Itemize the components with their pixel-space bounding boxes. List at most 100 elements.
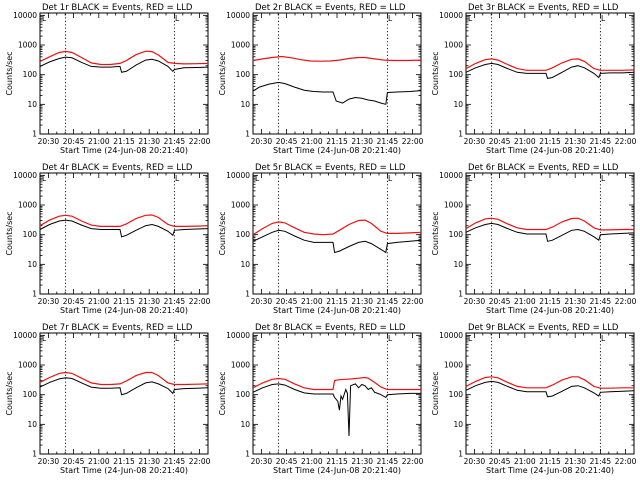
lld-series <box>39 50 209 66</box>
y-tick-label: 1 <box>458 130 463 139</box>
x-tick-label: 20:45 <box>276 297 298 306</box>
x-tick-label: 21:00 <box>301 457 323 466</box>
y-tick-label: 10 <box>453 420 463 429</box>
corner-mark-right: L <box>388 334 393 343</box>
y-axis-label: Counts/sec <box>431 371 440 415</box>
panel-title: Det 6r BLACK = Events, RED = LLD <box>468 163 619 173</box>
y-tick-label: 10000 <box>13 331 37 340</box>
lld-series <box>39 371 209 386</box>
y-tick-label: 10000 <box>439 11 463 20</box>
y-tick-label: 1000 <box>231 201 250 210</box>
corner-mark-left: L <box>255 14 260 23</box>
events-series <box>252 229 422 254</box>
events-series <box>252 383 421 437</box>
events-series <box>39 56 209 73</box>
y-tick-label: 100 <box>449 390 464 399</box>
y-tick-label: 100 <box>23 230 38 239</box>
y-tick-label: 1000 <box>231 41 250 50</box>
y-tick-label: 10 <box>27 260 37 269</box>
x-axis-label: Start Time (24-Jun-08 20:21:40) <box>273 146 401 155</box>
x-tick-label: 21:30 <box>351 297 373 306</box>
panel-det-9: Det 9r BLACK = Events, RED = LLD 1 10 100 10… <box>431 323 637 475</box>
y-tick-label: 100 <box>23 390 38 399</box>
x-tick-label: 20:30 <box>38 297 60 306</box>
y-axis-label: Counts/sec <box>431 211 440 255</box>
y-tick-label: 10000 <box>226 171 250 180</box>
x-tick-label: 21:00 <box>514 457 536 466</box>
corner-mark-left: L <box>468 334 473 343</box>
x-axis-label: Start Time (24-Jun-08 20:21:40) <box>60 466 188 475</box>
y-axis-label: Counts/sec <box>5 211 14 255</box>
y-tick-label: 10000 <box>439 171 463 180</box>
y-tick-label: 1000 <box>231 361 250 370</box>
y-tick-label: 100 <box>23 70 38 79</box>
y-tick-label: 1 <box>458 450 463 459</box>
y-tick-label: 1000 <box>18 41 37 50</box>
panel-det-2: Det 2r BLACK = Events, RED = LLD 1 10 100 10… <box>218 3 424 155</box>
x-tick-label: 21:30 <box>138 297 160 306</box>
x-tick-label: 20:45 <box>63 137 85 146</box>
x-tick-label: 21:30 <box>351 137 373 146</box>
x-tick-label: 21:45 <box>377 457 399 466</box>
x-tick-label: 21:00 <box>301 137 323 146</box>
corner-mark-left: L <box>42 174 47 183</box>
x-tick-label: 21:00 <box>88 137 110 146</box>
y-tick-label: 10000 <box>226 331 250 340</box>
lld-series <box>465 58 635 71</box>
x-tick-label: 21:15 <box>113 137 135 146</box>
x-tick-label: 21:45 <box>590 297 612 306</box>
y-tick-label: 10 <box>27 420 37 429</box>
x-tick-label: 21:15 <box>326 297 348 306</box>
y-axis-label: Counts/sec <box>5 51 14 95</box>
y-tick-label: 10 <box>240 100 250 109</box>
panel-det-6: Det 6r BLACK = Events, RED = LLD 1 10 100 10… <box>431 163 637 315</box>
x-tick-label: 20:45 <box>489 457 511 466</box>
x-axis-label: Start Time (24-Jun-08 20:21:40) <box>60 306 188 315</box>
events-series <box>252 81 422 105</box>
x-tick-label: 21:45 <box>377 137 399 146</box>
x-tick-label: 21:45 <box>164 297 186 306</box>
y-axis-label: Counts/sec <box>218 51 227 95</box>
panel-title: Det 4r BLACK = Events, RED = LLD <box>42 163 193 173</box>
y-tick-label: 100 <box>449 70 464 79</box>
corner-mark-left: L <box>468 14 473 23</box>
corner-mark-right: L <box>175 174 180 183</box>
x-tick-label: 20:45 <box>63 297 85 306</box>
x-tick-label: 21:45 <box>377 297 399 306</box>
panel-title: Det 7r BLACK = Events, RED = LLD <box>42 323 193 333</box>
x-tick-label: 22:00 <box>402 137 424 146</box>
x-tick-label: 20:30 <box>251 457 273 466</box>
y-tick-label: 100 <box>449 230 464 239</box>
y-axis-label: Counts/sec <box>5 371 14 415</box>
y-tick-label: 1000 <box>444 41 463 50</box>
x-tick-label: 21:30 <box>138 457 160 466</box>
y-tick-label: 10 <box>27 100 37 109</box>
y-tick-label: 1000 <box>18 361 37 370</box>
y-tick-label: 1 <box>245 290 250 299</box>
lld-series <box>252 376 421 391</box>
x-tick-label: 20:30 <box>38 457 60 466</box>
x-tick-label: 21:00 <box>514 137 536 146</box>
panel-det-7: Det 7r BLACK = Events, RED = LLD 1 10 100 10… <box>5 323 211 475</box>
y-tick-label: 1 <box>32 290 37 299</box>
events-series <box>39 219 209 238</box>
y-tick-label: 1 <box>245 130 250 139</box>
corner-mark-right: L <box>388 14 393 23</box>
panel-title: Det 3r BLACK = Events, RED = LLD <box>468 3 619 13</box>
x-tick-label: 21:30 <box>351 457 373 466</box>
x-axis-label: Start Time (24-Jun-08 20:21:40) <box>486 306 614 315</box>
corner-mark-right: L <box>175 334 180 343</box>
y-axis-label: Counts/sec <box>218 211 227 255</box>
x-tick-label: 21:15 <box>113 297 135 306</box>
x-tick-label: 21:00 <box>514 297 536 306</box>
corner-mark-right: L <box>601 14 606 23</box>
x-tick-label: 22:00 <box>189 137 211 146</box>
x-tick-label: 20:45 <box>489 297 511 306</box>
y-tick-label: 100 <box>236 230 251 239</box>
x-tick-label: 22:00 <box>189 457 211 466</box>
y-tick-label: 1 <box>32 130 37 139</box>
y-tick-label: 10000 <box>226 11 250 20</box>
x-tick-label: 20:45 <box>276 137 298 146</box>
x-tick-label: 22:00 <box>402 297 424 306</box>
x-tick-label: 22:00 <box>615 457 637 466</box>
